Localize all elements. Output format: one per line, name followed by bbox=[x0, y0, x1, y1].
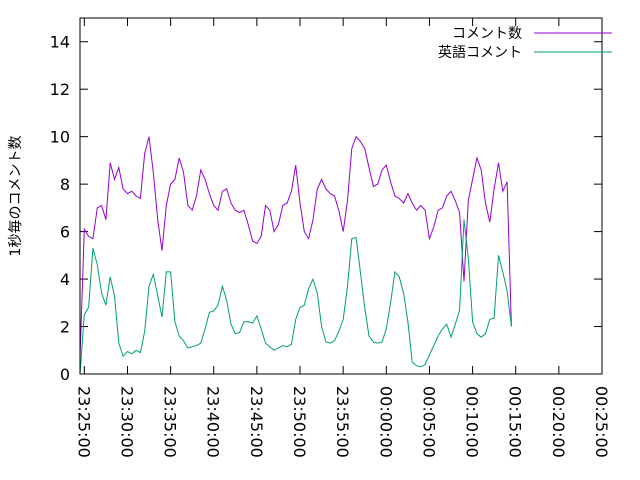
series-line-0 bbox=[79, 135, 512, 358]
legend-label: 英語コメント bbox=[438, 44, 522, 61]
x-axis-ticks: 23:25:00 23:30:00 23:35:00 23:40:00 23:45:00… bbox=[74, 18, 611, 458]
series-line-1 bbox=[79, 219, 512, 375]
x-tick-label: 23:25:00 bbox=[74, 386, 93, 458]
y-tick-label: 0 bbox=[60, 365, 70, 384]
y-axis-ticks: 0 2 4 6 8 10 12 14 bbox=[50, 33, 602, 384]
y-tick-label: 2 bbox=[60, 318, 70, 337]
y-tick-label: 10 bbox=[50, 128, 70, 147]
x-tick-label: 00:20:00 bbox=[549, 386, 568, 458]
legend-label: コメント数 bbox=[452, 26, 522, 42]
y-tick-label: 12 bbox=[50, 80, 70, 99]
x-tick-label: 00:15:00 bbox=[506, 386, 525, 458]
x-tick-label: 00:05:00 bbox=[419, 386, 438, 458]
x-tick-label: 23:40:00 bbox=[204, 386, 223, 458]
y-tick-label: 8 bbox=[60, 175, 70, 194]
x-tick-label: 00:00:00 bbox=[376, 386, 395, 458]
y-tick-label: 4 bbox=[60, 270, 70, 289]
x-tick-label: 23:45:00 bbox=[247, 386, 266, 458]
x-tick-label: 23:50:00 bbox=[290, 386, 309, 458]
series-lines bbox=[79, 135, 512, 375]
plot-frame bbox=[79, 17, 603, 375]
x-tick-label: 23:35:00 bbox=[161, 386, 180, 458]
x-tick-label: 23:55:00 bbox=[333, 386, 352, 458]
y-tick-label: 14 bbox=[50, 33, 70, 52]
y-axis-label: 1秒毎のコメント数 bbox=[8, 136, 24, 257]
x-tick-label: 00:25:00 bbox=[592, 386, 611, 458]
x-tick-label: 00:10:00 bbox=[463, 386, 482, 458]
y-tick-label: 6 bbox=[60, 223, 70, 242]
x-tick-label: 23:30:00 bbox=[117, 386, 136, 458]
